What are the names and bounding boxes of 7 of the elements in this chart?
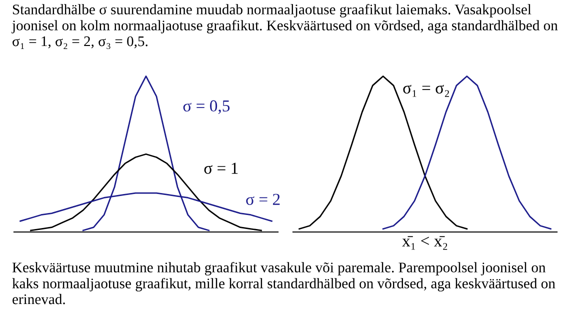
series-label: σ = 0,5 [183, 100, 230, 114]
text: Keskväärtuse muutmine nihutab graafikut vasakule või paremale. Parempoolsel joonisel on kaks normaaljaotuse graafikut, mille korral standardhälbed on võrdsed, aga keskväärtused on erinevad. [12, 262, 556, 304]
annotation: σ₁ = σ₂ [403, 84, 449, 97]
chart-title: Standardhälbe σ suurendamine muudab normaaljaotuse graafikut laiemaks. Vasakpoolsel joonisel on kolm normaaljaotuse graafikut. Keskväärtused on võrdsed, aga standardhälbed on σ₁ = 1, σ₂ = 2, σ₃ = 0,5. [12, 4, 558, 50]
series-label: σ = 2 [246, 194, 280, 206]
series-label: σ = 1 [204, 162, 238, 174]
x-axis-title: x̄₁ < x̄₂ [402, 236, 448, 250]
